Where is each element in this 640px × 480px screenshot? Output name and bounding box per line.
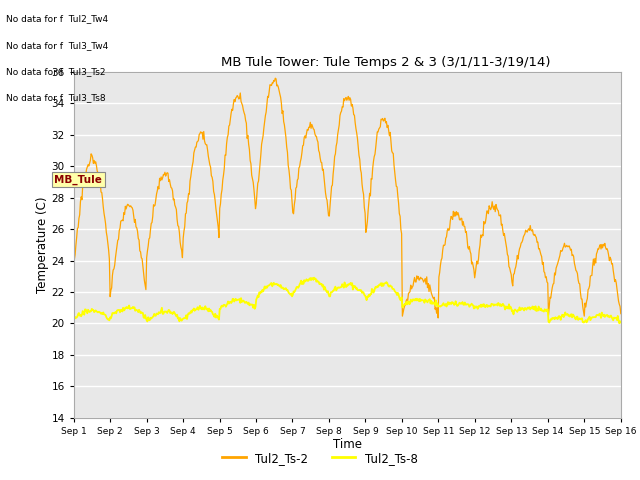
Tul2_Ts-2 — [191, 144, 199, 150]
Tul2_Ts-8 — [617, 320, 625, 325]
Tul2_Ts-2 — [271, 75, 279, 81]
Tul2_Ts-2 — [70, 263, 77, 268]
Tul2_Ts-2 — [220, 166, 228, 171]
Tul2_Ts-8 — [220, 302, 228, 308]
Legend: Tul2_Ts-2, Tul2_Ts-8: Tul2_Ts-2, Tul2_Ts-8 — [218, 447, 422, 469]
Text: No data for f  Tul3_Ts2: No data for f Tul3_Ts2 — [6, 67, 106, 76]
Line: Tul2_Ts-8: Tul2_Ts-8 — [74, 278, 621, 324]
Tul2_Ts-8 — [70, 316, 77, 322]
Tul2_Ts-8 — [431, 301, 438, 307]
Tul2_Ts-8 — [616, 321, 623, 326]
Tul2_Ts-2 — [431, 294, 438, 300]
Text: MB_Tule: MB_Tule — [54, 174, 102, 185]
X-axis label: Time: Time — [333, 438, 362, 451]
Tul2_Ts-8 — [136, 309, 143, 314]
Line: Tul2_Ts-2: Tul2_Ts-2 — [74, 78, 621, 318]
Text: No data for f  Tul3_Tw4: No data for f Tul3_Tw4 — [6, 41, 109, 50]
Tul2_Ts-8 — [415, 296, 422, 302]
Tul2_Ts-8 — [310, 275, 318, 281]
Tul2_Ts-2 — [136, 248, 143, 254]
Text: No data for f  Tul3_Ts8: No data for f Tul3_Ts8 — [6, 94, 106, 103]
Title: MB Tule Tower: Tule Temps 2 & 3 (3/1/11-3/19/14): MB Tule Tower: Tule Temps 2 & 3 (3/1/11-… — [221, 57, 550, 70]
Tul2_Ts-2 — [415, 274, 422, 279]
Tul2_Ts-2 — [617, 311, 625, 316]
Text: No data for f  Tul2_Tw4: No data for f Tul2_Tw4 — [6, 14, 109, 24]
Tul2_Ts-8 — [79, 310, 87, 316]
Tul2_Ts-8 — [191, 307, 199, 312]
Y-axis label: Temperature (C): Temperature (C) — [36, 196, 49, 293]
Tul2_Ts-2 — [435, 315, 442, 321]
Tul2_Ts-2 — [79, 180, 87, 185]
